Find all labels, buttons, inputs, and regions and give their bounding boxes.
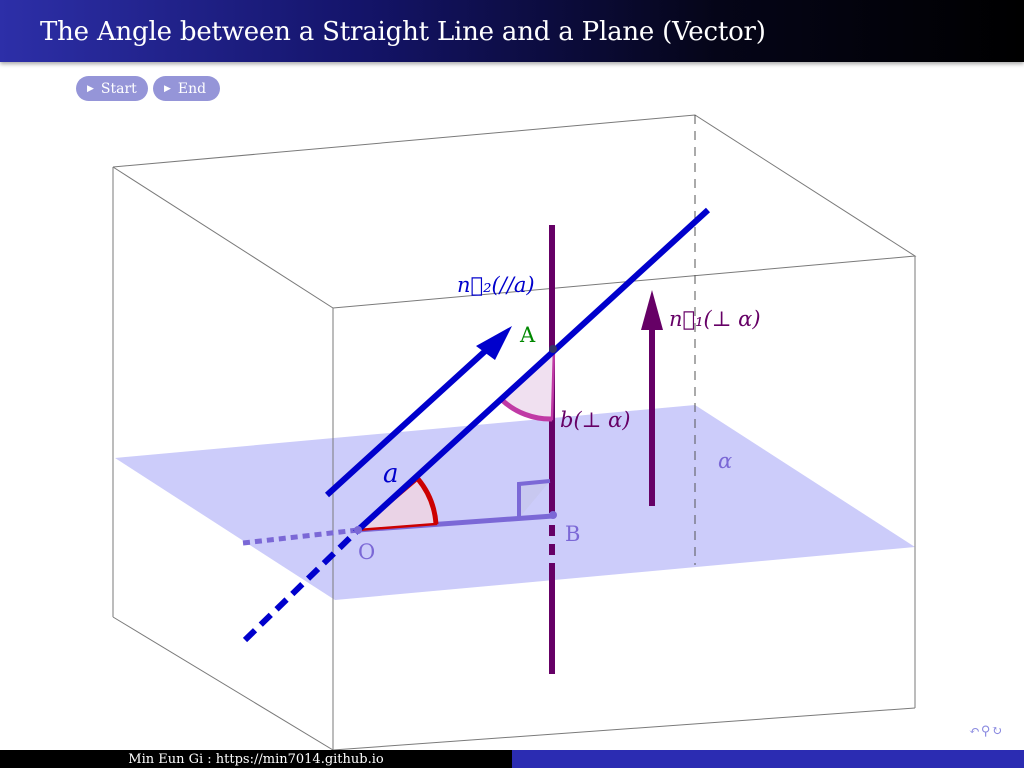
- footer-author: Min Eun Gi : https://min7014.github.io: [0, 750, 512, 768]
- line-a: [355, 207, 711, 533]
- point-B: [549, 511, 557, 519]
- label-point-O: O: [358, 540, 376, 564]
- label-point-B: B: [565, 522, 581, 546]
- line-a-hidden: [242, 527, 361, 643]
- geometry-figure: [112, 114, 917, 750]
- start-button-label: Start: [100, 80, 137, 97]
- label-point-A: A: [520, 323, 536, 347]
- plane-alpha: [115, 405, 915, 600]
- vector-n1-arrowhead: [641, 290, 663, 330]
- play-icon: ▶: [87, 83, 94, 94]
- slide-title: The Angle between a Straight Line and a …: [40, 17, 766, 47]
- point-O: [354, 526, 362, 534]
- footer-bar: [512, 750, 1024, 768]
- label-plane-alpha: α: [718, 449, 733, 473]
- point-A: [549, 345, 557, 353]
- vector-n2-arrowhead: [476, 326, 512, 360]
- projection-line-extension: [242, 527, 359, 546]
- bounding-box: [112, 114, 917, 750]
- start-button[interactable]: ▶ Start: [76, 76, 148, 101]
- label-n2: n⃗₂(//a): [457, 273, 535, 297]
- angle-at-O-arc: [416, 477, 439, 525]
- vector-n2: [324, 340, 497, 498]
- end-button-label: End: [177, 80, 207, 97]
- navigation-symbols-icon[interactable]: ↶⚲↻: [969, 724, 1004, 739]
- title-bar: The Angle between a Straight Line and a …: [0, 0, 1024, 62]
- label-n1: n⃗₁(⊥ α): [669, 307, 761, 331]
- label-line-a: a: [383, 459, 399, 489]
- label-line-b: b(⊥ α): [560, 408, 631, 432]
- play-icon: ▶: [164, 83, 171, 94]
- angle-at-A-arc: [500, 398, 553, 422]
- right-angle-marker: [517, 479, 551, 518]
- end-button[interactable]: ▶ End: [153, 76, 220, 101]
